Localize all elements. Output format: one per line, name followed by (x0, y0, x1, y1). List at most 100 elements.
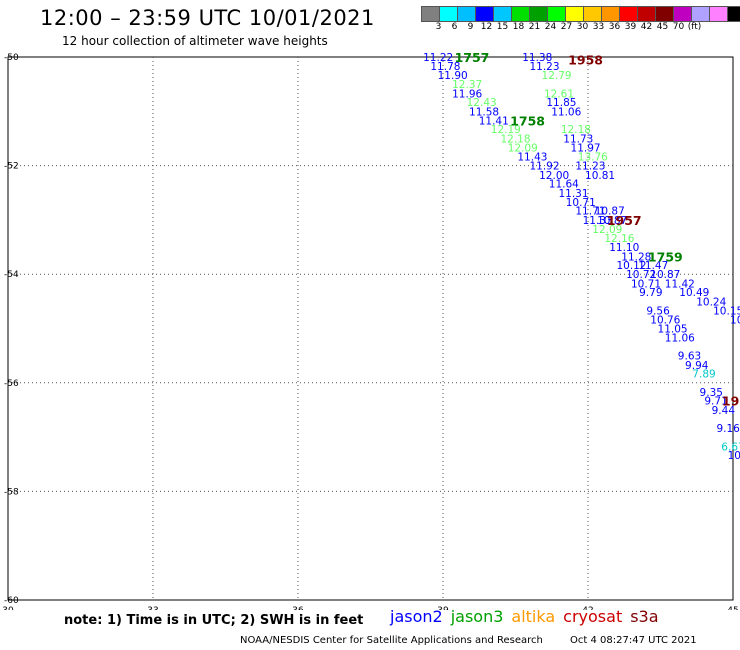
data-label: 10.24 (696, 296, 726, 308)
pass-time-annotation: 1759 (648, 249, 683, 264)
data-label: 11.85 (546, 97, 576, 109)
x-tick-label: 39 (437, 606, 449, 610)
page-title: 12:00 – 23:59 UTC 10/01/2021 (40, 6, 375, 30)
color-scale-label: 42 (640, 22, 653, 32)
color-scale-label: (ft) (687, 22, 702, 32)
y-tick-label: -50 (4, 53, 19, 63)
color-scale-labels: 3 6 9 12 15 18 21 24 27 30 33 36 39 42 45 70 (ft) (422, 22, 740, 34)
data-label: 10.15 (713, 306, 740, 318)
data-label: 11.73 (563, 133, 593, 145)
color-scale (421, 6, 740, 22)
data-label: 10.87 (597, 215, 627, 227)
data-label: 11.31 (558, 188, 588, 200)
pass-time-annotation: 1757 (455, 50, 490, 65)
color-scale-label: 39 (624, 22, 637, 32)
data-label: 9.35 (700, 387, 723, 399)
data-label: 11.42 (665, 278, 695, 290)
x-tick-label: 33 (147, 606, 158, 610)
legend-entry-cryosat: cryosat (563, 607, 623, 626)
data-label: 10.71 (566, 197, 596, 209)
color-scale-label: 6 (451, 22, 458, 32)
data-label: 12.19 (491, 124, 521, 136)
satellite-legend: jason2 jason3 altika cryosat s3a (390, 607, 667, 626)
y-tick-label: -52 (4, 162, 19, 172)
x-tick-label: 45 (727, 606, 738, 610)
plot-frame (7, 56, 734, 601)
data-label: 11.05 (658, 324, 688, 336)
data-label: 10.49 (679, 287, 709, 299)
footer-timestamp: Oct 4 08:27:47 UTC 2021 (570, 635, 697, 646)
data-label: 11.43 (517, 151, 547, 163)
data-label: 9.56 (646, 306, 670, 318)
data-label: 11.10 (609, 242, 639, 254)
data-label: 11.71 (575, 206, 605, 218)
legend-entry-jason2: jason2 (390, 607, 443, 626)
color-scale-label: 9 (467, 22, 474, 32)
y-tick-label: -56 (4, 379, 19, 389)
legend-entry-s3a: s3a (630, 607, 659, 626)
data-label: 12.79 (542, 70, 572, 82)
color-scale-label: 3 (435, 22, 442, 32)
color-scale-label: 18 (512, 22, 525, 32)
data-label: 11.06 (551, 106, 581, 118)
pass-time-annotation: 19 (722, 394, 739, 409)
color-scale-label: 21 (528, 22, 541, 32)
color-scale-label: 33 (592, 22, 605, 32)
y-tick-label: -60 (4, 596, 19, 606)
wave-height-chart: 30 33 36 39 42 45 -50 -52 -54 -56 -58 -60 11.2211.78… (2, 50, 740, 610)
data-label: 11.96 (452, 88, 482, 100)
data-label: 11.58 (469, 106, 499, 118)
data-label: 12.18 (500, 133, 530, 145)
color-scale-label: 15 (496, 22, 509, 32)
data-label: 12.09 (592, 224, 622, 236)
data-label: 12.61 (544, 88, 574, 100)
color-scale-label: 45 (656, 22, 669, 32)
data-label: 12.09 (508, 143, 538, 155)
data-label: 11.23 (529, 61, 559, 73)
legend-entry-jason3: jason3 (450, 607, 504, 626)
data-label: 11.41 (479, 116, 509, 128)
data-label: 6.67 (721, 441, 740, 453)
footer-credit: NOAA/NESDIS Center for Satellite Applica… (240, 635, 543, 646)
data-label: 10.12 (616, 260, 646, 272)
y-tick-label: -58 (4, 487, 19, 497)
data-label: 11.23 (575, 161, 605, 173)
data-label: 12.43 (467, 97, 497, 109)
y-tick-label: -54 (4, 270, 19, 280)
data-label: 12.18 (561, 124, 591, 136)
pass-time-annotation: 1758 (510, 114, 545, 129)
data-label: 11.33 (583, 215, 613, 227)
chart-note: note: 1) Time is in UTC; 2) SWH is in fe… (64, 613, 364, 628)
data-label: 9.16 (716, 423, 740, 435)
data-label: 13.76 (578, 151, 608, 163)
data-label: 9.44 (712, 405, 736, 417)
data-label: 10.81 (585, 170, 615, 182)
data-label: 12.00 (539, 170, 569, 182)
data-label: 11.28 (621, 251, 651, 263)
data-label: 11.97 (571, 143, 601, 155)
color-scale-label: 12 (480, 22, 493, 32)
data-label: 10.76 (650, 314, 680, 326)
data-label: 10.66 (728, 450, 740, 462)
data-label: 10.71 (631, 278, 661, 290)
data-label: 11.47 (638, 260, 668, 272)
data-label: 11.06 (665, 333, 695, 345)
color-scale-label: 70 (672, 22, 685, 32)
data-label: 9.63 (678, 351, 701, 363)
data-label: 11.78 (430, 61, 460, 73)
color-scale-label: 24 (544, 22, 557, 32)
data-label: 11.22 (423, 52, 453, 64)
data-label: 7.89 (692, 369, 715, 381)
data-label: 10.87 (650, 269, 680, 281)
data-label: 9.79 (639, 287, 662, 299)
data-label: 9.71 (704, 396, 727, 408)
color-scale-swatch (727, 6, 740, 22)
page-subtitle: 12 hour collection of altimeter wave hei… (62, 34, 328, 48)
data-label: 11.92 (529, 161, 559, 173)
data-label: 11.64 (549, 179, 579, 191)
data-label: 10.87 (595, 206, 625, 218)
data-label: 11.90 (438, 70, 468, 82)
data-label: 12.37 (452, 79, 482, 91)
data-label: 10.84 (730, 314, 740, 326)
color-scale-label: 30 (576, 22, 589, 32)
